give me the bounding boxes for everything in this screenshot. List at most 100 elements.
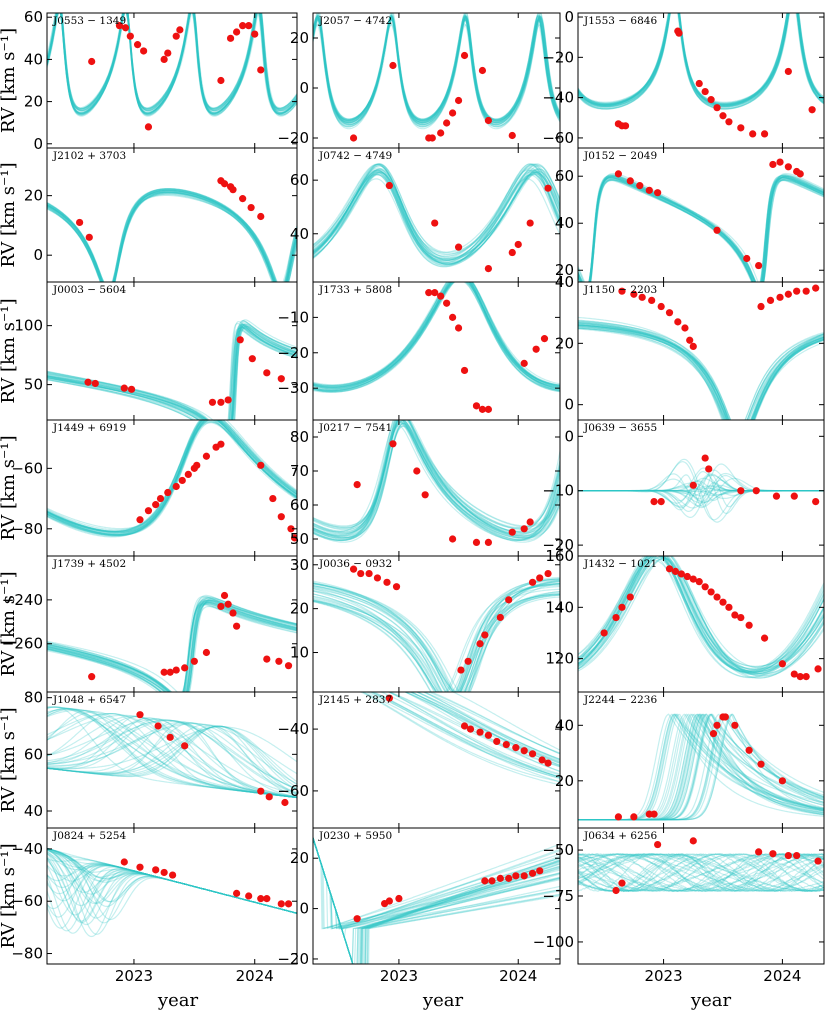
model-curve (313, 837, 560, 930)
y-axis-label: RV [km s⁻¹] (0, 843, 19, 948)
model-curve (47, 848, 297, 924)
model-curve (47, 420, 297, 532)
model-curve (313, 282, 560, 392)
rv-point (226, 34, 235, 42)
model-curve (47, 713, 297, 798)
model-curve (313, 169, 560, 260)
rv-point (701, 583, 709, 591)
rv-point (508, 528, 516, 536)
model-curve (47, 718, 297, 790)
rv-point (772, 492, 781, 500)
observations (614, 158, 804, 270)
model-curve (578, 13, 824, 104)
star-label: J2102 + 3703 (52, 150, 126, 162)
rv-point (247, 203, 255, 212)
model-curve (578, 467, 824, 514)
model-curve (47, 190, 297, 282)
rv-point (737, 613, 745, 622)
model-curve (313, 282, 560, 388)
model-curve (47, 420, 297, 533)
model-curve (578, 478, 824, 503)
rv-point (257, 212, 265, 221)
model-curve (313, 837, 560, 932)
model-curve (313, 420, 560, 533)
model-curve (578, 13, 824, 106)
star-label: J1553 − 6846 (583, 15, 657, 27)
model-curve (313, 174, 560, 266)
model-curve (313, 593, 560, 692)
model-curve (47, 600, 297, 692)
rv-point (802, 287, 810, 295)
rv-point (757, 760, 765, 768)
y-tick-label: 0 (33, 135, 43, 153)
model-curve (578, 556, 824, 668)
rv-point (466, 725, 475, 733)
y-tick-label: 60 (290, 171, 309, 189)
model-curve (47, 193, 297, 282)
y-tick-label: 20 (290, 849, 309, 867)
model-curve (578, 177, 824, 282)
model-curve (313, 165, 560, 261)
rv-point (160, 668, 168, 676)
y-tick-label: −60 (11, 892, 43, 910)
y-tick-label: −60 (277, 782, 309, 800)
model-curve (578, 326, 824, 420)
model-curve (47, 193, 297, 282)
star-label: J1432 − 1021 (583, 558, 657, 570)
model-curve (47, 715, 297, 799)
rv-point (505, 596, 513, 604)
model-curve (578, 321, 824, 420)
model-curve (313, 582, 560, 692)
model-curve (47, 719, 297, 793)
x-axis-label-col3: year (690, 990, 732, 1011)
observations (614, 27, 816, 138)
rv-point (713, 104, 721, 112)
observations (349, 565, 552, 674)
model-curves (578, 713, 824, 821)
model-curve (313, 837, 560, 964)
rv-point (709, 730, 718, 738)
y-tick-label: 10 (290, 644, 309, 662)
model-curve (578, 486, 824, 495)
panel-20: −20 0 20 2023 2024 J0230 + 5950 (277, 827, 561, 985)
model-curve (47, 192, 297, 282)
model-curve (415, 692, 560, 761)
model-curve (47, 602, 297, 692)
model-curve (578, 177, 824, 282)
model-curve (578, 853, 824, 892)
model-curve (313, 420, 560, 534)
model-curve (313, 420, 560, 537)
model-curve (313, 578, 560, 692)
model-curve (313, 282, 560, 390)
model-curve (578, 485, 824, 497)
model-curve (47, 190, 297, 282)
model-curve (47, 13, 297, 114)
rv-point (349, 565, 358, 573)
model-curve (313, 15, 560, 127)
rv-point (236, 336, 244, 344)
model-curve (578, 324, 824, 420)
model-curve (409, 692, 560, 763)
y-axis-label: RV [km s⁻¹] (0, 28, 19, 133)
model-curve (578, 177, 824, 282)
model-curve (578, 853, 824, 893)
rv-point (443, 119, 451, 127)
model-curve (578, 484, 824, 497)
model-curve (47, 859, 297, 914)
rv-point (618, 287, 626, 295)
model-curve (313, 584, 560, 692)
model-curve (313, 282, 560, 392)
model-curve (313, 172, 560, 265)
model-curve (578, 178, 824, 282)
model-curve (47, 852, 297, 914)
rv-point (484, 405, 493, 413)
rv-point (126, 32, 134, 40)
model-curve (313, 163, 560, 257)
rv-point (769, 850, 777, 858)
rv-point (484, 731, 493, 739)
model-curve (313, 167, 560, 262)
model-curve (313, 18, 560, 130)
rv-point (689, 342, 697, 350)
rv-point (472, 402, 481, 410)
model-curve (47, 420, 297, 537)
